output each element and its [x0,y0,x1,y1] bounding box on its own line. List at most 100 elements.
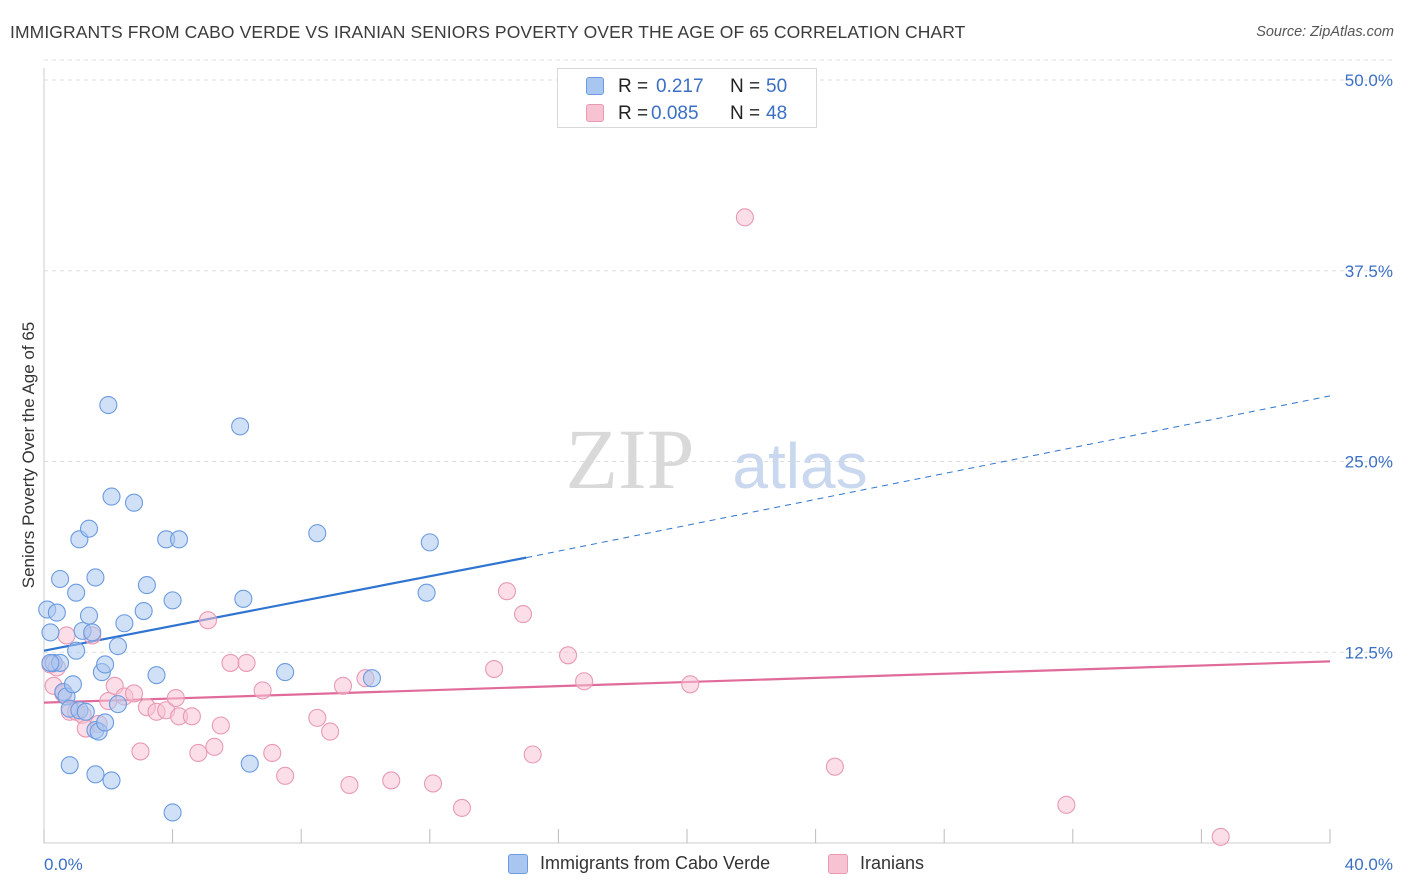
point-cabo-verde [60,756,79,775]
point-cabo-verde [115,614,134,633]
point-cabo-verde [108,695,127,714]
point-cabo-verde [47,603,66,622]
point-cabo-verde [79,606,99,625]
point-cabo-verde [76,702,95,721]
point-iranians [321,722,340,741]
chart-title: IMMIGRANTS FROM CABO VERDE VS IRANIAN SE… [10,22,966,42]
point-cabo-verde [276,663,295,682]
point-iranians [198,611,218,630]
point-cabo-verde [231,417,250,436]
point-cabo-verde [86,765,105,784]
watermark-zip: ZIP [566,411,695,507]
point-iranians [182,707,201,726]
y-tick-label: 50.0% [1345,71,1393,90]
x-tick-label: 40.0% [1345,855,1393,874]
point-cabo-verde [137,576,156,595]
point-iranians [131,742,150,761]
point-cabo-verde [163,803,182,822]
legend-n-label: N = [730,76,761,97]
y-tick-label: 12.5% [1345,643,1393,662]
point-cabo-verde [308,524,327,543]
point-cabo-verde [41,653,60,672]
point-iranians [340,775,359,795]
point-cabo-verde [99,395,118,415]
point-iranians [211,716,230,735]
point-iranians [253,681,272,700]
point-cabo-verde [51,569,70,589]
legend-swatch-pink [586,104,604,122]
point-layer [38,208,1230,846]
point-iranians [452,798,472,817]
point-iranians [735,208,754,227]
point-cabo-verde [79,519,99,538]
legend-n-value: 50 [766,76,788,97]
point-cabo-verde [41,623,60,642]
trend-line-cabo-verde-extension [526,395,1331,559]
point-cabo-verde [102,487,121,506]
correlation-legend: R = 0.217 N = 50 R = 0.085 N = 48 [557,68,817,128]
point-iranians [124,684,144,703]
point-cabo-verde [362,669,381,688]
source-label: Source: ZipAtlas.com [1256,24,1394,40]
point-iranians [237,653,256,672]
legend-r-value: 0.085 [651,103,699,124]
point-cabo-verde [163,591,182,610]
grid-layer [44,59,1392,653]
point-iranians [513,605,533,624]
point-cabo-verde [108,637,127,656]
legend-swatch-blue [586,77,604,95]
point-cabo-verde [240,754,259,773]
point-cabo-verde [83,623,102,642]
legend-r-label: R = [618,103,649,124]
point-iranians [681,675,700,694]
point-cabo-verde [96,713,115,732]
point-iranians [221,653,240,672]
point-cabo-verde [96,655,115,674]
legend-n-label: N = [730,103,761,124]
point-cabo-verde [124,493,144,512]
point-iranians [166,688,185,708]
point-cabo-verde [420,533,439,552]
y-tick-label: 25.0% [1345,453,1393,472]
point-cabo-verde [102,771,121,790]
point-cabo-verde [147,666,166,685]
legend-swatch-blue [508,854,528,874]
point-iranians [1211,827,1230,846]
point-cabo-verde [67,583,86,602]
point-iranians [423,774,443,793]
legend-swatch-pink [828,854,848,874]
legend-r-label: R = [618,76,649,97]
point-iranians [276,766,295,785]
y-axis-title: Seniors Poverty Over the Age of 65 [19,322,38,588]
point-cabo-verde [134,601,153,621]
y-tick-label: 37.5% [1345,262,1393,281]
legend-r-value: 0.217 [656,76,704,97]
x-tick-label: 0.0% [44,855,83,874]
watermark-atlas: atlas [732,430,867,502]
trend-line-cabo-verde [43,556,527,652]
legend-label: Iranians [860,853,925,873]
point-iranians [205,737,224,756]
axis-layer: 12.5% 25.0% 37.5% 50.0% 0.0% 40.0% [43,68,1393,874]
point-iranians [308,708,327,727]
point-iranians [382,771,401,790]
point-cabo-verde [63,675,82,694]
point-iranians [333,676,353,695]
point-cabo-verde [67,641,86,660]
point-iranians [558,646,578,665]
point-iranians [497,582,517,601]
point-iranians [575,672,594,691]
legend-row-blue: R = 0.217 N = 50 [558,73,816,101]
point-iranians [825,757,844,776]
point-cabo-verde [417,583,436,602]
point-iranians [485,659,504,679]
point-iranians [263,743,282,763]
point-iranians [523,745,542,764]
legend-row-pink: R = 0.085 N = 48 [558,100,816,128]
legend-label: Immigrants from Cabo Verde [540,853,771,873]
point-iranians [1057,795,1076,814]
legend-n-value: 48 [766,103,788,124]
point-iranians [57,626,76,645]
point-cabo-verde [169,530,189,549]
